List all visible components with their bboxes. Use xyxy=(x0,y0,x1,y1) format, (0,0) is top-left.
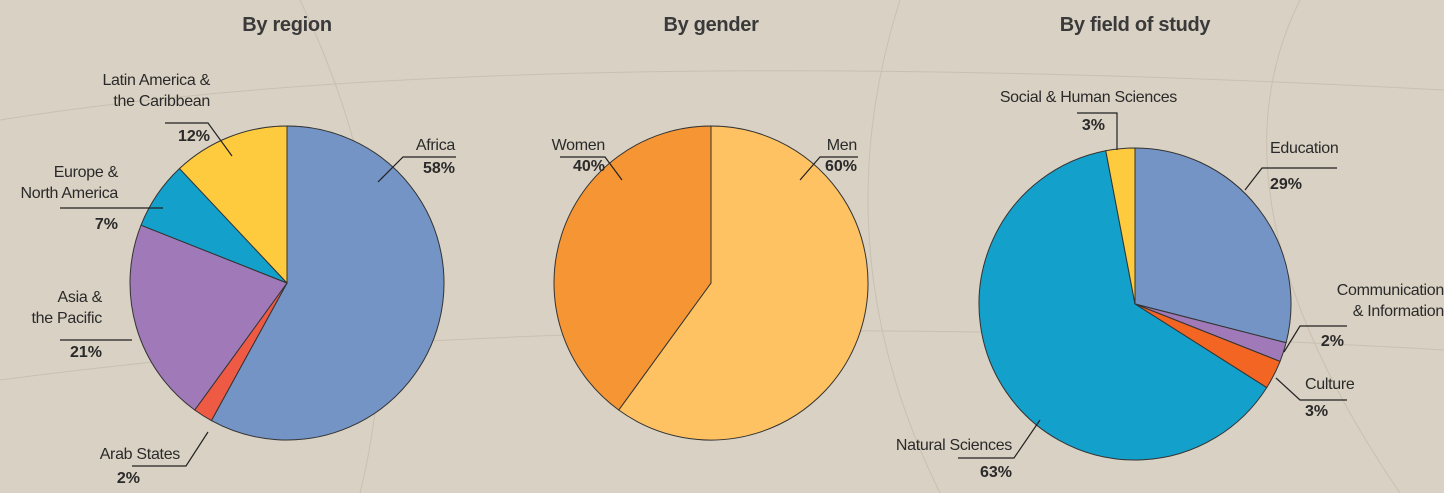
leader-line xyxy=(799,156,858,181)
pie-slice xyxy=(1105,147,1136,305)
pie-slice xyxy=(553,125,712,411)
pie-slice xyxy=(129,224,288,411)
slice-label: Social & Human Sciences xyxy=(999,89,1177,106)
value-label: 40% xyxy=(572,158,605,175)
value-label: 63% xyxy=(979,464,1012,481)
leader-line xyxy=(1275,377,1347,401)
value-label: 21% xyxy=(69,344,102,361)
leader-line xyxy=(165,122,233,157)
slice-label: Men xyxy=(826,137,858,154)
leader-line xyxy=(958,419,1041,459)
value-label: 12% xyxy=(177,128,210,145)
pie-slice xyxy=(210,125,445,441)
leader-line xyxy=(560,156,623,181)
pie-slice xyxy=(978,150,1268,461)
slice-label: Africa xyxy=(415,137,455,154)
slice-label: Latin America & the Caribbean xyxy=(102,72,210,110)
leader-line xyxy=(1283,325,1347,353)
leader-line xyxy=(132,431,209,467)
value-label: 58% xyxy=(422,160,455,177)
leader-line xyxy=(1077,112,1118,150)
value-label: 60% xyxy=(824,158,857,175)
pie-slice xyxy=(178,125,288,285)
leader-line xyxy=(377,156,456,183)
pie-slice xyxy=(1134,147,1292,344)
chart-title: By gender xyxy=(663,14,759,36)
slice-label: Education xyxy=(1270,140,1339,157)
value-label: 2% xyxy=(1320,333,1344,350)
slice-label: Culture xyxy=(1305,376,1355,393)
slice-label: Natural Sciences xyxy=(895,437,1012,454)
slice-label: Women xyxy=(551,137,606,154)
value-label: 7% xyxy=(94,216,118,233)
value-label: 2% xyxy=(116,470,140,487)
slice-label: Asia & the Pacific xyxy=(31,289,102,327)
chart-title: By field of study xyxy=(1059,14,1211,36)
slice-label: Communication & Information xyxy=(1336,282,1444,320)
value-label: 3% xyxy=(1081,117,1105,134)
leader-line xyxy=(1244,167,1337,191)
pie-slice xyxy=(618,125,869,441)
chart-title: By region xyxy=(242,14,332,36)
slice-label: Europe & North America xyxy=(20,164,119,202)
value-label: 29% xyxy=(1270,176,1303,193)
slice-label: Arab States xyxy=(99,446,181,463)
value-label: 3% xyxy=(1305,403,1329,420)
